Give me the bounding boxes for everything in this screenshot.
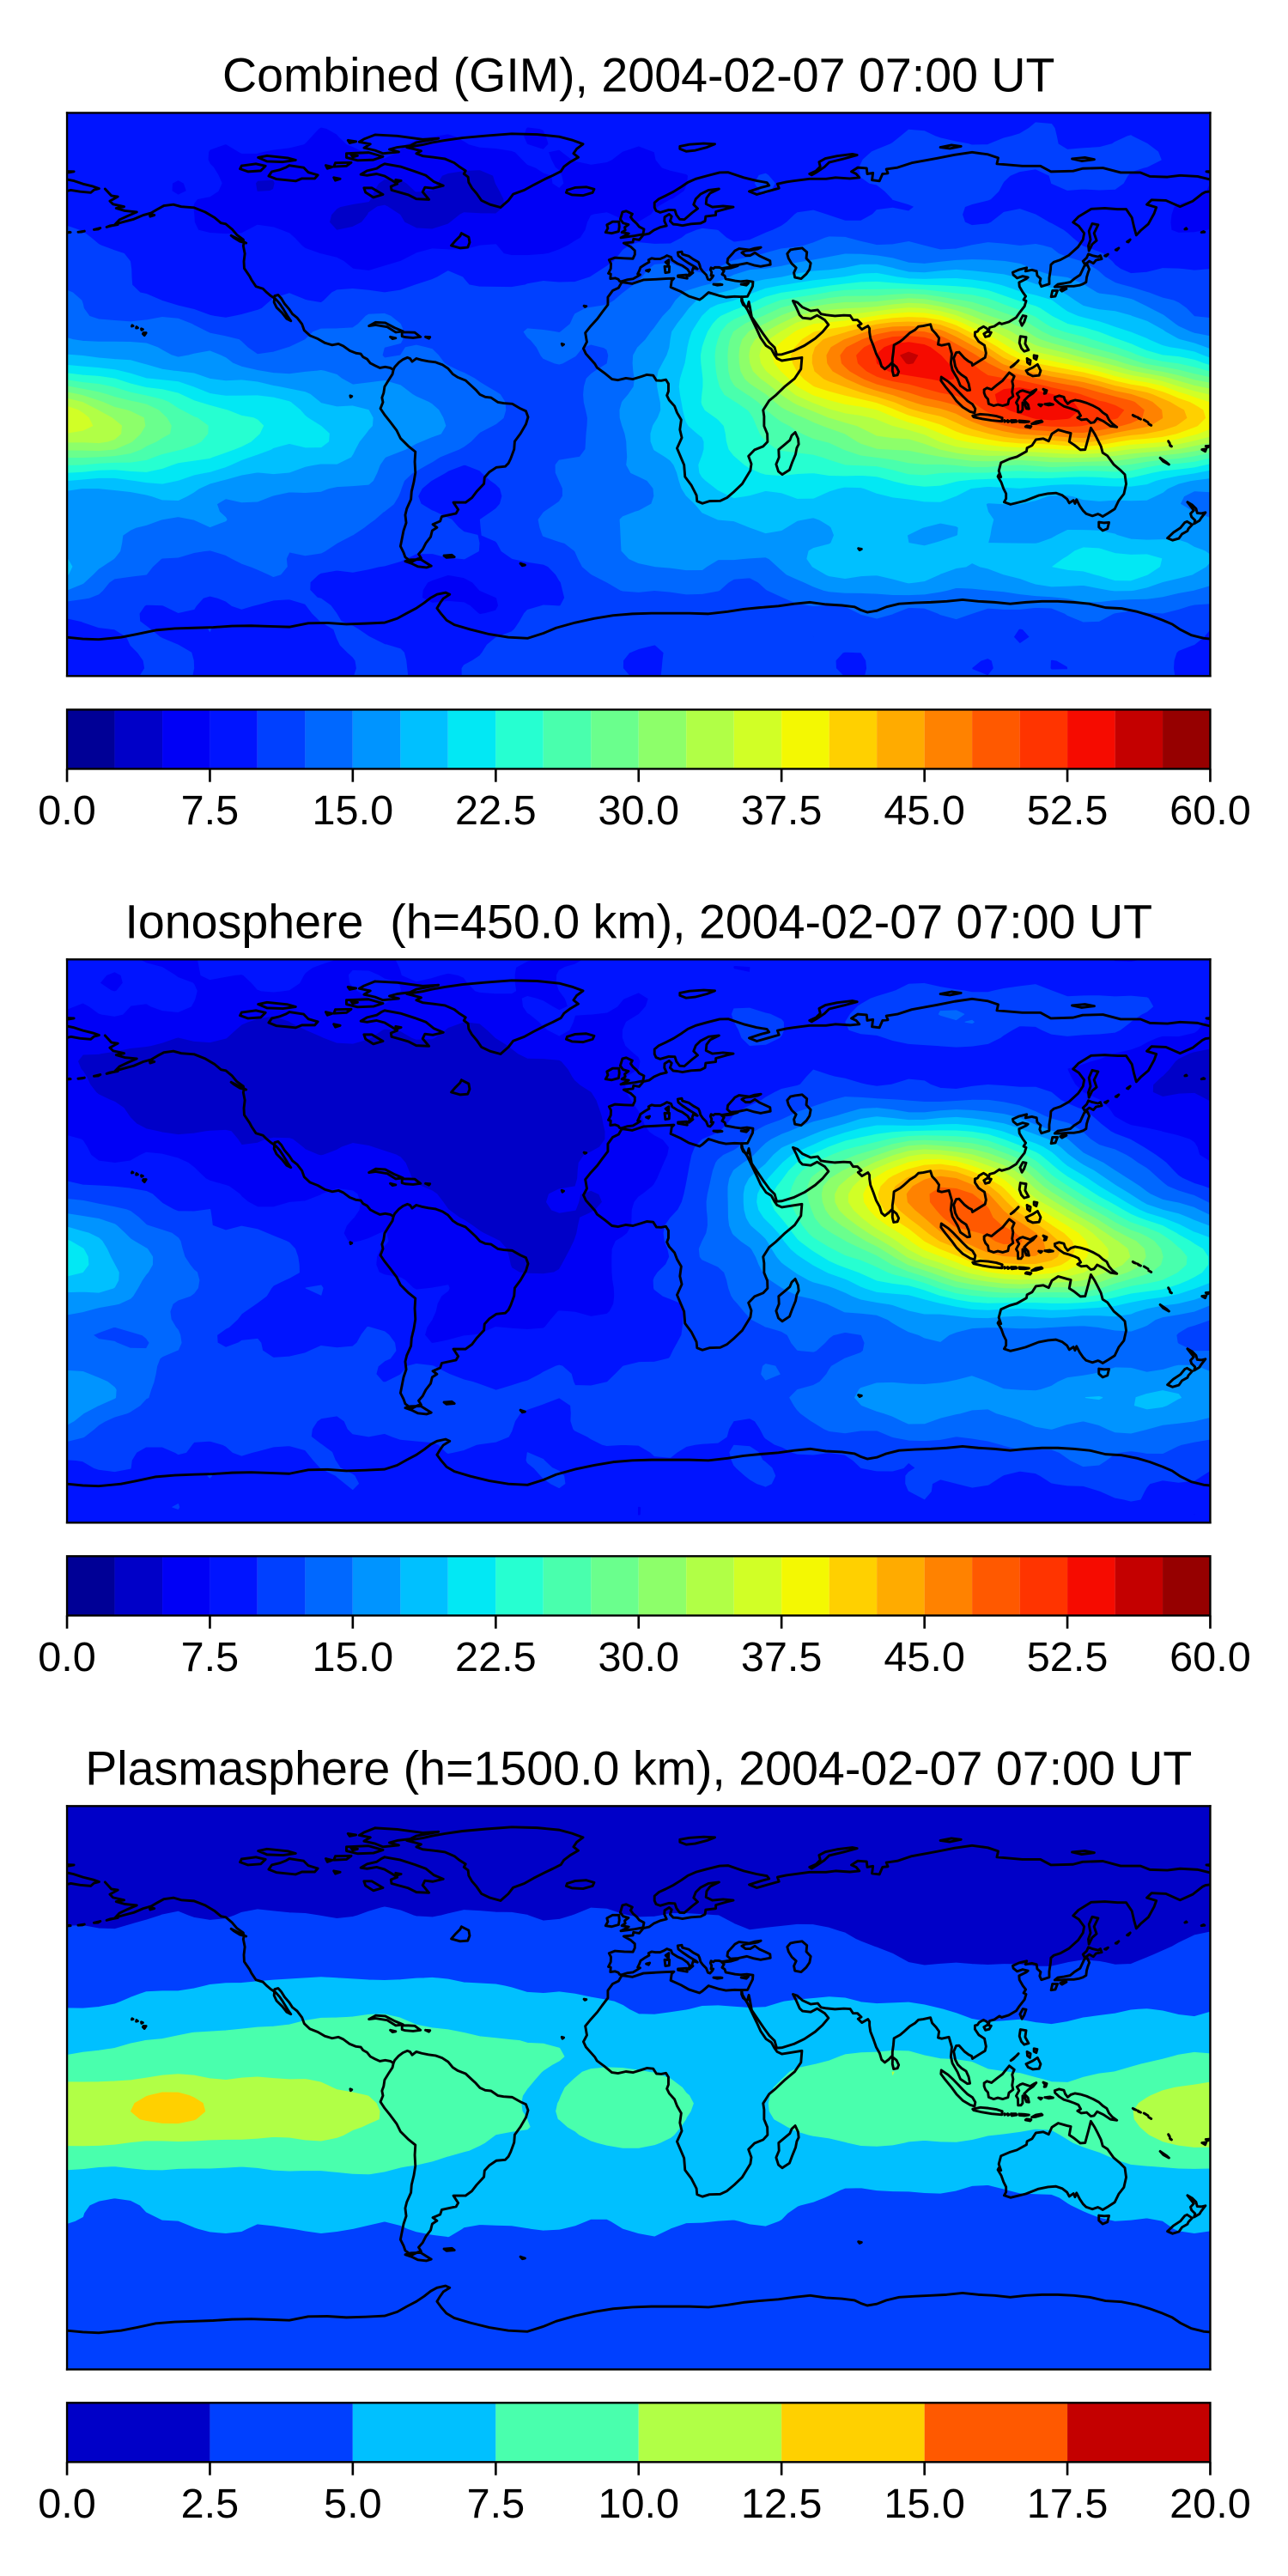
svg-text:10.0: 10.0 xyxy=(598,2481,679,2527)
svg-text:22.5: 22.5 xyxy=(455,787,537,834)
svg-text:15.0: 15.0 xyxy=(313,787,394,834)
svg-text:45.0: 45.0 xyxy=(884,787,965,834)
svg-text:2.5: 2.5 xyxy=(181,2481,240,2527)
svg-text:7.5: 7.5 xyxy=(181,1634,240,1680)
svg-text:30.0: 30.0 xyxy=(598,1634,679,1680)
svg-text:12.5: 12.5 xyxy=(741,2481,823,2527)
svg-text:5.0: 5.0 xyxy=(324,2481,382,2527)
svg-text:15.0: 15.0 xyxy=(884,2481,965,2527)
svg-text:0.0: 0.0 xyxy=(38,787,96,834)
svg-text:0.0: 0.0 xyxy=(38,2481,96,2527)
svg-text:7.5: 7.5 xyxy=(467,2481,526,2527)
svg-text:52.5: 52.5 xyxy=(1027,787,1109,834)
svg-text:37.5: 37.5 xyxy=(741,1634,823,1680)
svg-text:17.5: 17.5 xyxy=(1027,2481,1109,2527)
svg-text:Ionosphere (h=450.0 km), 2004: Ionosphere (h=450.0 km), 2004-02-07 07:0… xyxy=(125,895,1152,948)
svg-text:20.0: 20.0 xyxy=(1170,2481,1251,2527)
svg-text:Plasmasphere (h=1500.0 km), 20: Plasmasphere (h=1500.0 km), 2004-02-07 0… xyxy=(85,1741,1192,1795)
svg-text:37.5: 37.5 xyxy=(741,787,823,834)
svg-text:15.0: 15.0 xyxy=(313,1634,394,1680)
svg-text:0.0: 0.0 xyxy=(38,1634,96,1680)
svg-text:30.0: 30.0 xyxy=(598,787,679,834)
svg-text:52.5: 52.5 xyxy=(1027,1634,1109,1680)
svg-text:22.5: 22.5 xyxy=(455,1634,537,1680)
svg-text:7.5: 7.5 xyxy=(181,787,240,834)
svg-text:45.0: 45.0 xyxy=(884,1634,965,1680)
svg-text:60.0: 60.0 xyxy=(1170,1634,1251,1680)
svg-text:60.0: 60.0 xyxy=(1170,787,1251,834)
svg-text:Combined (GIM), 2004-02-07 07:: Combined (GIM), 2004-02-07 07:00 UT xyxy=(222,49,1054,102)
